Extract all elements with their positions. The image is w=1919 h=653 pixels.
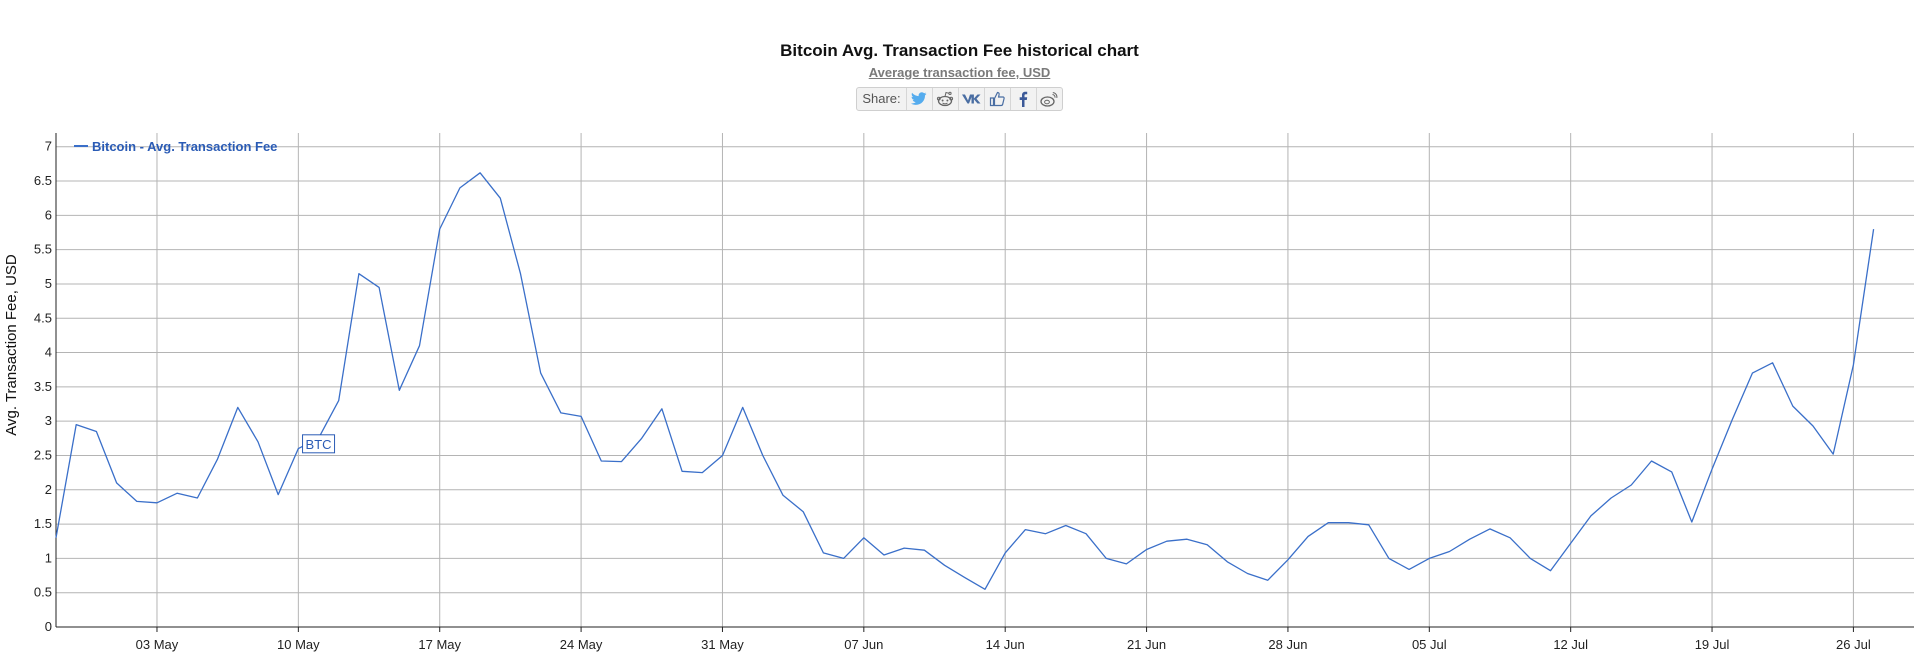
share-like-button[interactable] xyxy=(983,88,1010,110)
x-tick-label: 14 Jun xyxy=(986,637,1025,652)
y-tick-label: 1 xyxy=(45,550,52,565)
chart-grid xyxy=(56,133,1914,627)
x-tick-label: 12 Jul xyxy=(1553,637,1588,652)
y-tick-label: 3.5 xyxy=(34,379,52,394)
reddit-icon xyxy=(937,91,954,107)
y-tick-label: 5 xyxy=(45,276,52,291)
x-tick-label: 24 May xyxy=(560,637,603,652)
y-tick-label: 6 xyxy=(45,207,52,222)
chart-annotations: BTC xyxy=(302,434,336,454)
x-tick-label: 19 Jul xyxy=(1695,637,1730,652)
y-tick-label: 2.5 xyxy=(34,447,52,462)
y-tick-label: 2 xyxy=(45,482,52,497)
y-axis-tick-labels: 0 0.5 1 1.5 2 2.5 3 3.5 4 4.5 5 5.5 6 6.5 7 xyxy=(34,139,52,634)
x-tick-label: 28 Jun xyxy=(1268,637,1307,652)
annotation-box xyxy=(302,434,336,454)
x-axis-tick-labels: 03 May 10 May 17 May 24 May 31 May 07 Jun 14 J… xyxy=(136,637,1871,652)
legend-label: Bitcoin - Avg. Transaction Fee xyxy=(92,139,277,154)
share-reddit-button[interactable] xyxy=(931,88,958,110)
x-tick-label: 26 Jul xyxy=(1836,637,1871,652)
y-tick-label: 4.5 xyxy=(34,310,52,325)
y-tick-label: 6.5 xyxy=(34,173,52,188)
y-tick-label: 4 xyxy=(45,345,52,360)
like-icon xyxy=(990,91,1005,107)
chart-title: Bitcoin Avg. Transaction Fee historical … xyxy=(780,41,1139,60)
share-facebook-button[interactable] xyxy=(1009,88,1036,110)
y-tick-label: 0.5 xyxy=(34,585,52,600)
x-tick-label: 07 Jun xyxy=(844,637,883,652)
share-bar: Share: xyxy=(856,87,1063,111)
x-tick-label: 10 May xyxy=(277,637,320,652)
x-tick-label: 03 May xyxy=(136,637,179,652)
annotation-label: BTC xyxy=(306,437,332,452)
weibo-icon xyxy=(1040,91,1058,107)
share-twitter-button[interactable] xyxy=(905,88,932,110)
share-vk-button[interactable] xyxy=(957,88,984,110)
x-tick-label: 17 May xyxy=(418,637,461,652)
y-tick-label: 5.5 xyxy=(34,242,52,257)
x-tick-label: 31 May xyxy=(701,637,744,652)
twitter-icon xyxy=(911,92,927,105)
vk-icon xyxy=(962,94,981,104)
y-tick-label: 3 xyxy=(45,413,52,428)
y-axis-label: Avg. Transaction Fee, USD xyxy=(3,254,20,436)
x-tick-label: 05 Jul xyxy=(1412,637,1447,652)
chart-legend[interactable]: Bitcoin - Avg. Transaction Fee xyxy=(74,139,277,154)
chart-header: Bitcoin Avg. Transaction Fee historical … xyxy=(0,40,1919,111)
y-tick-label: 0 xyxy=(45,619,52,634)
facebook-icon xyxy=(1019,91,1028,107)
y-tick-label: 1.5 xyxy=(34,516,52,531)
chart-series xyxy=(55,172,1875,590)
share-weibo-button[interactable] xyxy=(1035,88,1062,110)
y-tick-label: 7 xyxy=(45,139,52,154)
chart-axes xyxy=(55,133,1914,632)
chart-subtitle[interactable]: Average transaction fee, USD xyxy=(868,65,1051,80)
x-tick-label: 21 Jun xyxy=(1127,637,1166,652)
series-line xyxy=(55,172,1875,590)
share-label: Share: xyxy=(862,91,901,106)
